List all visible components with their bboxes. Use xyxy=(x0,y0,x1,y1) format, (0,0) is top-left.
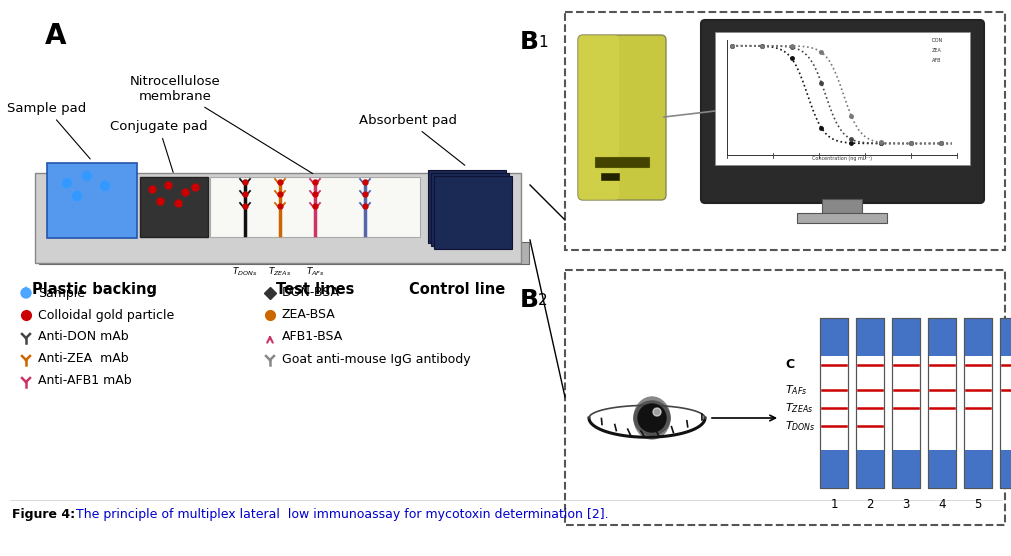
Bar xyxy=(999,318,1011,488)
Text: Conjugate pad: Conjugate pad xyxy=(110,120,207,172)
Bar xyxy=(47,163,136,238)
Bar xyxy=(855,318,884,356)
Text: AFB: AFB xyxy=(931,58,940,63)
Bar xyxy=(39,242,529,264)
FancyBboxPatch shape xyxy=(577,35,665,200)
Bar xyxy=(891,318,919,488)
Circle shape xyxy=(73,191,82,201)
Text: Goat anti-mouse IgG antibody: Goat anti-mouse IgG antibody xyxy=(282,353,470,365)
Bar xyxy=(927,318,955,488)
Polygon shape xyxy=(102,181,108,186)
Text: Absorbent pad: Absorbent pad xyxy=(359,114,464,165)
Text: B: B xyxy=(520,288,539,312)
Text: 1: 1 xyxy=(538,35,547,50)
Circle shape xyxy=(63,178,72,187)
Bar xyxy=(819,318,847,488)
Ellipse shape xyxy=(633,401,669,435)
Circle shape xyxy=(637,404,665,432)
Text: Control line: Control line xyxy=(408,282,504,297)
Bar xyxy=(999,318,1011,488)
Circle shape xyxy=(100,181,109,191)
Bar xyxy=(963,450,991,488)
Text: $T_{ZEAs}$: $T_{ZEAs}$ xyxy=(785,401,813,415)
Polygon shape xyxy=(74,191,80,196)
Bar xyxy=(140,177,208,237)
Text: 2: 2 xyxy=(865,498,872,511)
Bar xyxy=(891,318,919,356)
Bar xyxy=(431,173,509,246)
Bar xyxy=(797,213,886,223)
Bar xyxy=(963,318,991,488)
Bar xyxy=(891,450,919,488)
Bar xyxy=(963,318,991,356)
Circle shape xyxy=(83,171,91,181)
Text: 6: 6 xyxy=(1009,498,1011,511)
Bar xyxy=(819,450,847,488)
Bar xyxy=(999,318,1011,356)
Text: 3: 3 xyxy=(902,498,909,511)
Bar xyxy=(855,450,884,488)
Bar xyxy=(601,173,619,180)
Circle shape xyxy=(652,408,660,416)
Bar xyxy=(855,318,884,488)
Bar xyxy=(855,318,884,488)
Text: AFB1-BSA: AFB1-BSA xyxy=(282,330,343,344)
Text: B: B xyxy=(520,30,539,54)
Bar xyxy=(564,12,1004,250)
Text: Colloidal gold particle: Colloidal gold particle xyxy=(38,309,174,321)
Text: DON-BSA: DON-BSA xyxy=(282,286,340,300)
Text: 5: 5 xyxy=(974,498,981,511)
Text: 2: 2 xyxy=(538,293,547,308)
Text: Sample pad: Sample pad xyxy=(7,102,90,159)
Text: $T_{AFs}$: $T_{AFs}$ xyxy=(305,265,324,277)
Text: Concentration (ng mL⁻¹): Concentration (ng mL⁻¹) xyxy=(811,156,871,161)
FancyBboxPatch shape xyxy=(701,20,983,203)
Text: Figure 4:: Figure 4: xyxy=(12,508,75,521)
Text: The principle of multiplex lateral  low immunoassay for mycotoxin determination : The principle of multiplex lateral low i… xyxy=(72,508,608,521)
Text: Anti-DON mAb: Anti-DON mAb xyxy=(38,330,128,344)
Bar xyxy=(819,318,847,488)
Bar xyxy=(210,177,420,237)
Bar xyxy=(35,173,521,263)
Text: Plastic backing: Plastic backing xyxy=(32,282,158,297)
Bar xyxy=(564,270,1004,525)
Text: Test lines: Test lines xyxy=(276,282,354,297)
Bar xyxy=(927,450,955,488)
Text: Anti-AFB1 mAb: Anti-AFB1 mAb xyxy=(38,375,131,388)
Text: ZEA-BSA: ZEA-BSA xyxy=(282,309,336,321)
Text: $T_{DONs}$: $T_{DONs}$ xyxy=(233,265,258,277)
Bar xyxy=(999,450,1011,488)
Polygon shape xyxy=(22,287,30,293)
Bar xyxy=(963,318,991,488)
Bar xyxy=(434,176,512,249)
Text: ZEA: ZEA xyxy=(931,48,941,53)
Bar xyxy=(594,157,648,167)
Ellipse shape xyxy=(633,397,669,439)
Text: DON: DON xyxy=(931,38,942,43)
Text: 1: 1 xyxy=(829,498,837,511)
FancyBboxPatch shape xyxy=(577,35,619,200)
Text: Sample: Sample xyxy=(38,286,85,300)
Bar xyxy=(927,318,955,488)
Polygon shape xyxy=(64,178,70,183)
Text: $T_{DONs}$: $T_{DONs}$ xyxy=(785,419,815,433)
Circle shape xyxy=(21,288,31,298)
Text: $T_{AFs}$: $T_{AFs}$ xyxy=(785,383,807,397)
Text: 4: 4 xyxy=(937,498,945,511)
Bar xyxy=(819,318,847,356)
Bar xyxy=(715,32,969,165)
Text: C: C xyxy=(785,359,794,371)
Bar xyxy=(821,199,861,213)
Text: Nitrocellulose
membrane: Nitrocellulose membrane xyxy=(129,75,312,173)
Polygon shape xyxy=(84,171,90,176)
Text: $T_{ZEAs}$: $T_{ZEAs}$ xyxy=(268,265,291,277)
Text: A: A xyxy=(44,22,67,50)
Bar xyxy=(891,318,919,488)
Bar xyxy=(428,170,506,243)
Bar xyxy=(927,318,955,356)
Text: Anti-ZEA  mAb: Anti-ZEA mAb xyxy=(38,353,128,365)
